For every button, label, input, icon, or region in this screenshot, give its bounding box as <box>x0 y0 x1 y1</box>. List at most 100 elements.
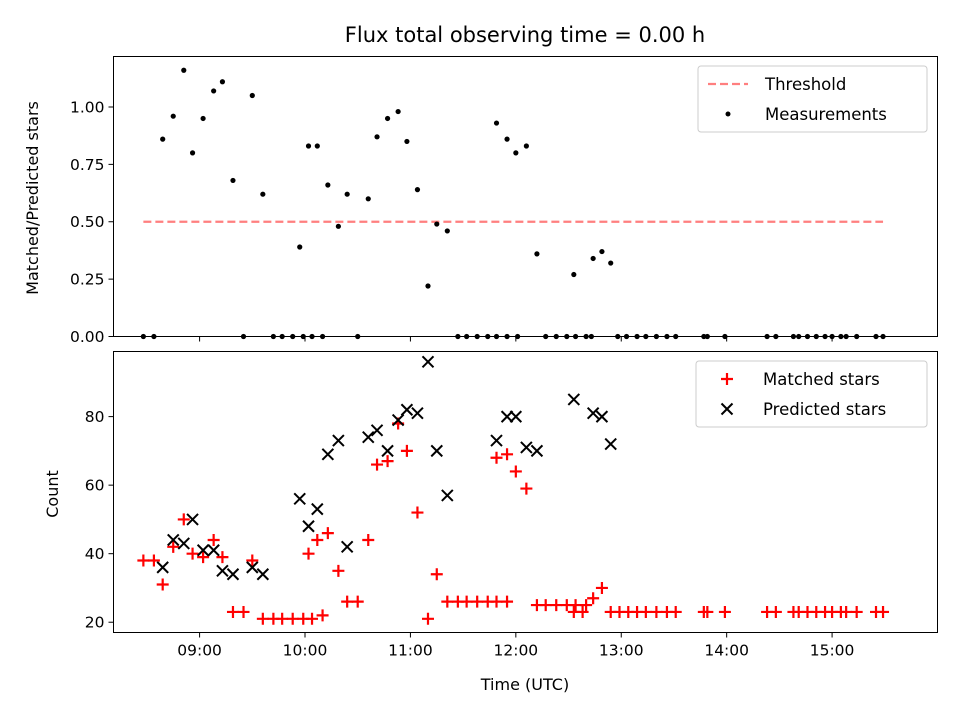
measurement-point <box>325 182 331 188</box>
measurement-point <box>434 221 440 227</box>
measurement-point <box>200 115 206 122</box>
measurement-point <box>305 143 312 149</box>
predicted-star-point <box>370 424 384 437</box>
measurement-point <box>504 136 510 142</box>
top-legend-box <box>697 65 928 133</box>
bottom-x-tick-label: 15:00 <box>810 642 855 660</box>
ratio-panel: Flux total observing time = 0.00 h Match… <box>23 23 938 346</box>
matched-star-point <box>311 533 324 546</box>
bottom-legend: Matched stars Predicted stars <box>695 360 928 428</box>
top-plot-area: 0.00 0.25 0.50 0.75 1.00 <box>70 67 886 346</box>
bottom-legend-box <box>695 360 928 428</box>
measurement-point <box>181 67 187 73</box>
matched-star-point <box>400 444 413 457</box>
predicted-star-point <box>226 568 240 581</box>
matched-star-point <box>186 547 199 560</box>
matched-star-point <box>321 527 334 540</box>
predicted-star-point <box>604 437 617 451</box>
matched-star-point <box>576 605 589 618</box>
measurement-point <box>374 134 380 140</box>
matched-star-point <box>539 599 552 612</box>
legend-matched-label: Matched stars <box>763 370 880 389</box>
measurement-point <box>513 150 519 156</box>
matched-star-point <box>430 568 443 581</box>
legend-predicted-swatch <box>720 402 734 416</box>
matched-star-point <box>595 581 608 594</box>
matched-star-point <box>460 595 473 608</box>
top-legend: Threshold Measurements <box>697 65 928 133</box>
predicted-star-point <box>430 444 443 458</box>
legend-predicted-label: Predicted stars <box>763 400 886 419</box>
predicted-star-point <box>391 413 405 427</box>
top-y-axis-label: Matched/Predicted stars <box>23 101 42 295</box>
predicted-star-point <box>490 434 503 447</box>
bottom-x-tick-label: 12:00 <box>494 642 539 660</box>
matched-star-point <box>650 605 663 618</box>
chart-title: Flux total observing time = 0.00 h <box>345 23 705 47</box>
measurement-point <box>249 92 255 99</box>
matched-star-point <box>177 513 190 526</box>
count-panel: Count Time (UTC) 09:00 10:00 11:00 12:00 13:… <box>43 351 938 694</box>
matched-star-point <box>550 599 563 612</box>
bottom-axes-frame <box>113 351 938 633</box>
matched-star-point <box>316 609 329 622</box>
matched-star-point <box>167 540 180 553</box>
predicted-star-point <box>246 561 259 574</box>
measurement-point <box>395 108 401 115</box>
bottom-x-axis-label: Time (UTC) <box>480 675 569 694</box>
matched-star-point <box>276 612 289 625</box>
predicted-star-point <box>321 448 335 461</box>
predicted-star-point <box>186 513 199 526</box>
predicted-star-point <box>362 430 375 444</box>
predicted-star-point <box>216 564 229 578</box>
matched-star-point <box>421 612 434 625</box>
matched-star-point <box>850 605 863 618</box>
measurement-point <box>608 260 614 266</box>
matched-star-point <box>332 564 345 577</box>
bottom-y-tick-label: 80 <box>85 408 105 426</box>
predicted-star-point <box>196 544 210 557</box>
predicted-star-point <box>500 410 514 423</box>
predicted-star-point <box>311 502 324 516</box>
matched-star-point <box>362 533 375 546</box>
bottom-plot-area: 09:00 10:00 11:00 12:00 13:00 14:00 15:00 20 40 6… <box>85 355 890 660</box>
measurement-point <box>314 143 320 149</box>
predicted-star-point <box>293 492 306 506</box>
top-axes-frame <box>113 56 938 337</box>
bottom-x-tick-label: 09:00 <box>177 642 222 660</box>
predicted-star-point <box>586 406 600 420</box>
bottom-y-tick-label: 20 <box>85 614 105 632</box>
predicted-star-point <box>530 444 544 458</box>
matched-star-point <box>471 595 484 608</box>
matched-star-point <box>286 612 299 625</box>
predicted-star-point <box>520 441 533 454</box>
bottom-y-tick-label: 60 <box>85 477 105 495</box>
matched-star-point <box>718 605 731 618</box>
matched-star-point <box>147 554 160 567</box>
matched-star-point <box>256 612 269 625</box>
predicted-star-point <box>177 537 190 550</box>
matched-star-point <box>769 605 782 618</box>
matched-star-point <box>411 506 424 519</box>
matched-star-point <box>520 482 533 495</box>
measurement-point <box>523 143 529 149</box>
matched-star-point <box>137 554 150 567</box>
matched-star-point <box>216 551 229 564</box>
top-y-tick-label: 1.00 <box>70 98 105 116</box>
matched-star-point <box>197 551 210 564</box>
measurement-point <box>160 136 166 142</box>
matched-star-point <box>501 448 514 461</box>
matched-star-point <box>246 554 259 567</box>
predicted-star-point <box>421 355 435 368</box>
matched-star-point <box>156 578 169 591</box>
measurement-point <box>344 191 350 197</box>
predicted-star-point <box>302 520 315 533</box>
matched-star-point <box>569 599 582 612</box>
matched-star-point <box>701 605 714 618</box>
matched-star-point <box>341 595 354 608</box>
legend-measurements-swatch <box>725 111 731 117</box>
measurement-point <box>384 115 391 122</box>
predicted-star-point <box>381 444 394 458</box>
matched-star-point <box>639 605 652 618</box>
predicted-star-point <box>400 403 414 416</box>
